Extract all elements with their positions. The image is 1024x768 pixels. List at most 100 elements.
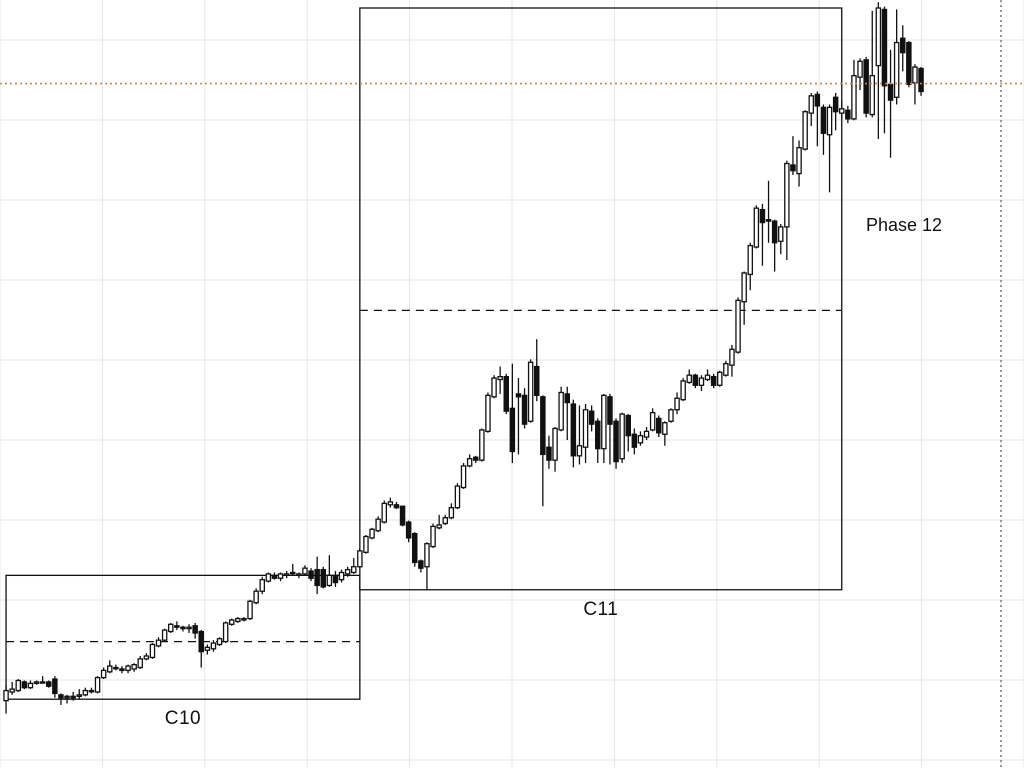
candle-body [320,568,326,588]
candle-body [350,566,357,574]
candle [863,56,869,118]
candle [161,628,168,642]
candle [802,110,808,151]
candle-body [686,374,693,384]
candle [790,136,796,176]
candle [619,412,625,464]
candle [686,369,693,384]
candle [668,408,674,423]
candle [607,393,613,465]
candle-body [3,689,9,702]
candle-body [289,571,296,575]
candle-body [94,676,101,693]
candle-body [418,560,424,569]
candle [558,386,564,432]
candle [338,569,345,583]
candle-body [88,689,95,693]
candle [509,363,516,464]
candle [39,676,46,684]
candle [546,435,552,469]
candle [387,497,394,508]
candle [265,572,272,583]
candle [357,548,363,569]
candle-body [253,590,259,604]
candle-body [729,348,735,366]
candle-body [198,630,204,653]
candle-body [442,517,448,525]
candle [149,643,156,659]
candle [515,378,522,455]
candle-body [375,518,381,532]
candle-body [540,396,546,456]
candle [759,203,766,266]
candle-body [619,413,625,460]
candle-body [448,507,455,519]
candle [637,431,644,446]
candle-body [131,663,137,670]
candle [448,503,455,520]
candle [131,663,137,672]
candle [540,395,546,507]
candle-body [277,573,284,579]
candle [747,242,754,291]
candle [643,427,650,440]
candle [46,680,52,688]
candle-body [558,391,564,431]
candle-body [717,371,723,386]
cycle-label: C11 [583,599,618,620]
candle [21,680,28,690]
candle [918,67,924,96]
candle [271,572,278,580]
candle [283,571,290,579]
candle-body [857,60,863,78]
candle-body [235,617,241,623]
candle [9,681,15,695]
candle-body [411,532,418,564]
candle-body [216,638,223,646]
candle-body [82,689,89,696]
candle-body [119,668,125,672]
candle [717,370,723,387]
candle-body [222,622,229,643]
candle-body [491,377,497,398]
candle-body [570,403,577,457]
candle-body [680,380,686,401]
candle-body [832,96,839,113]
candle-body [180,626,186,630]
candle [204,644,211,655]
candle [875,2,882,140]
candle-body [546,446,552,461]
candle-body [64,695,70,699]
candle-body [9,688,15,693]
candle [228,618,235,626]
candle-body [15,679,21,692]
candle-body [155,639,162,647]
candle [82,687,89,697]
candle [198,630,204,668]
candle-body [344,568,351,575]
candle [741,271,747,325]
candle-body [210,642,217,650]
candle [302,565,308,576]
candle [436,514,442,530]
candle [570,399,577,468]
candle [814,91,821,147]
candle [601,393,607,464]
candle-body [887,83,894,101]
candle-body [58,694,64,699]
candle-body [625,414,632,437]
candle [259,576,265,595]
candle-body [704,374,711,381]
candle [662,421,668,446]
candle-body [918,67,924,93]
candle-body [765,219,772,222]
candle [595,418,601,464]
candle-body [357,550,363,568]
candle-body [479,429,485,461]
candle [76,689,83,700]
candle [692,373,699,389]
candle [576,405,583,465]
candle [424,542,430,590]
candle [216,637,223,646]
candle-body [454,485,461,509]
